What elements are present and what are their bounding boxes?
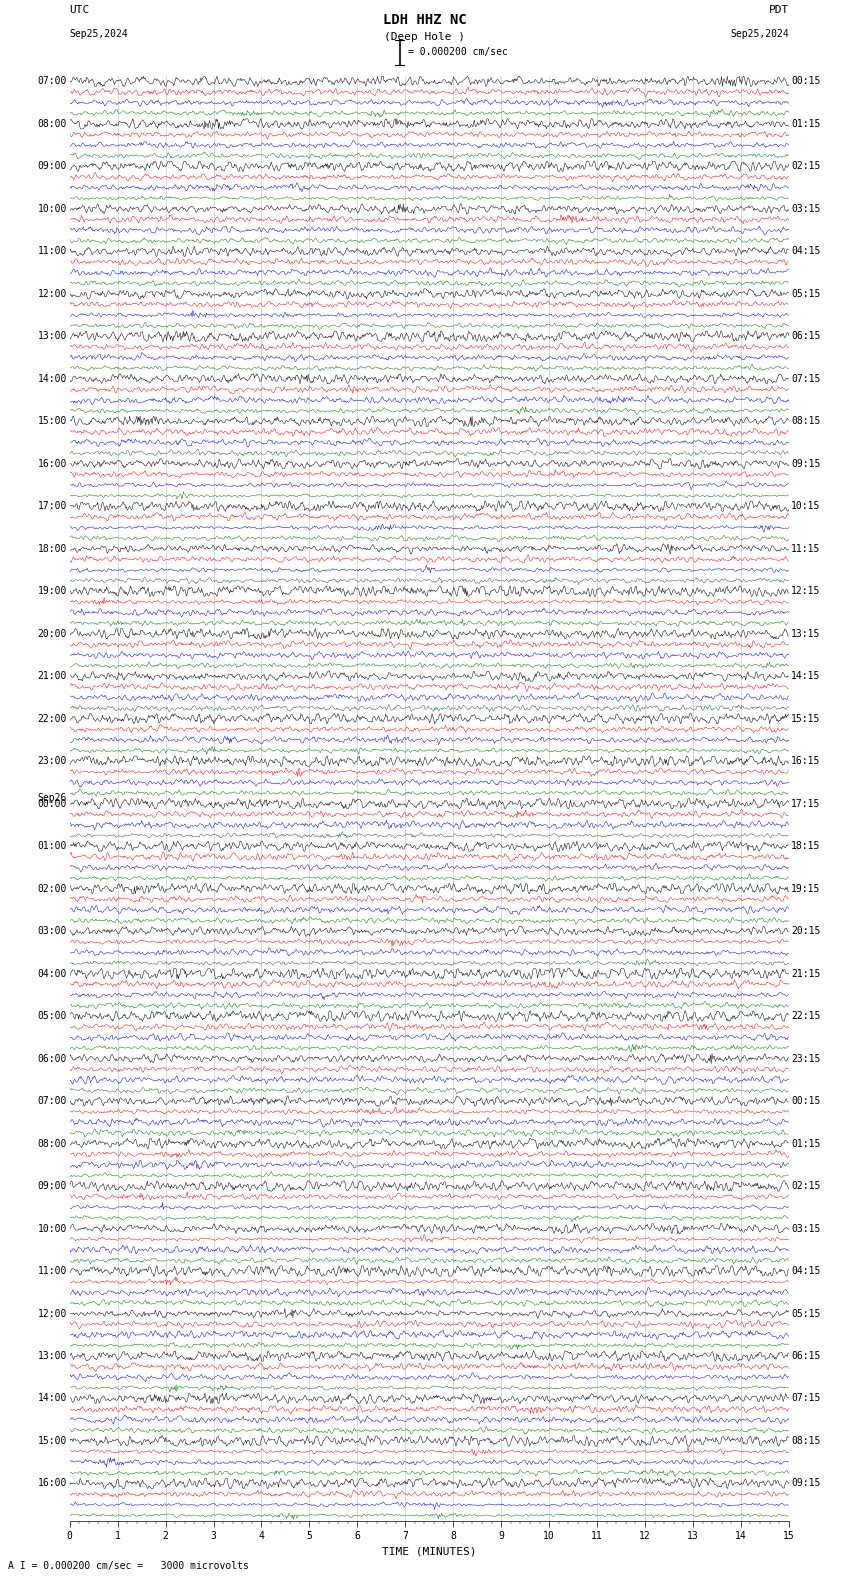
Text: 03:15: 03:15 xyxy=(791,204,821,214)
Text: 13:00: 13:00 xyxy=(37,1351,67,1361)
Text: 23:00: 23:00 xyxy=(37,756,67,767)
Text: 10:00: 10:00 xyxy=(37,204,67,214)
Text: = 0.000200 cm/sec: = 0.000200 cm/sec xyxy=(408,48,507,57)
Text: 05:00: 05:00 xyxy=(37,1011,67,1022)
Text: 07:00: 07:00 xyxy=(37,1096,67,1106)
Text: 00:00: 00:00 xyxy=(37,798,67,809)
Text: 03:15: 03:15 xyxy=(791,1223,821,1234)
Text: 12:15: 12:15 xyxy=(791,586,821,596)
Text: 00:15: 00:15 xyxy=(791,1096,821,1106)
Text: 08:15: 08:15 xyxy=(791,1437,821,1446)
Text: 16:00: 16:00 xyxy=(37,1478,67,1489)
Text: 08:00: 08:00 xyxy=(37,1139,67,1148)
Text: 21:15: 21:15 xyxy=(791,968,821,979)
Text: 15:00: 15:00 xyxy=(37,417,67,426)
Text: 04:15: 04:15 xyxy=(791,1266,821,1277)
Text: 01:15: 01:15 xyxy=(791,119,821,128)
Text: 17:00: 17:00 xyxy=(37,501,67,512)
Text: A I = 0.000200 cm/sec =   3000 microvolts: A I = 0.000200 cm/sec = 3000 microvolts xyxy=(8,1562,249,1571)
Text: Sep25,2024: Sep25,2024 xyxy=(730,29,789,38)
Text: 08:00: 08:00 xyxy=(37,119,67,128)
Text: 19:00: 19:00 xyxy=(37,586,67,596)
Text: 02:15: 02:15 xyxy=(791,1182,821,1191)
Text: 09:00: 09:00 xyxy=(37,162,67,171)
Text: 18:15: 18:15 xyxy=(791,841,821,851)
Text: 11:00: 11:00 xyxy=(37,1266,67,1277)
Text: 12:00: 12:00 xyxy=(37,1308,67,1318)
Text: 05:15: 05:15 xyxy=(791,1308,821,1318)
Text: 09:15: 09:15 xyxy=(791,1478,821,1489)
Text: 09:15: 09:15 xyxy=(791,459,821,469)
Text: PDT: PDT xyxy=(768,5,789,14)
Text: 06:15: 06:15 xyxy=(791,331,821,341)
Text: 07:00: 07:00 xyxy=(37,76,67,87)
Text: 14:00: 14:00 xyxy=(37,1394,67,1403)
Text: 21:00: 21:00 xyxy=(37,672,67,681)
Text: Sep26: Sep26 xyxy=(37,794,67,803)
Text: 06:00: 06:00 xyxy=(37,1053,67,1063)
Text: 01:00: 01:00 xyxy=(37,841,67,851)
Text: 13:15: 13:15 xyxy=(791,629,821,638)
Text: Sep25,2024: Sep25,2024 xyxy=(70,29,128,38)
Text: 12:00: 12:00 xyxy=(37,288,67,299)
Text: 09:00: 09:00 xyxy=(37,1182,67,1191)
Text: 22:15: 22:15 xyxy=(791,1011,821,1022)
Text: 10:15: 10:15 xyxy=(791,501,821,512)
Text: 03:00: 03:00 xyxy=(37,927,67,936)
Text: 16:15: 16:15 xyxy=(791,756,821,767)
Text: 17:15: 17:15 xyxy=(791,798,821,809)
Text: 14:00: 14:00 xyxy=(37,374,67,383)
Text: 04:00: 04:00 xyxy=(37,968,67,979)
Text: 04:15: 04:15 xyxy=(791,246,821,257)
Text: 15:15: 15:15 xyxy=(791,714,821,724)
Text: 13:00: 13:00 xyxy=(37,331,67,341)
Text: 06:15: 06:15 xyxy=(791,1351,821,1361)
Text: 11:15: 11:15 xyxy=(791,543,821,554)
Text: 05:15: 05:15 xyxy=(791,288,821,299)
Text: 19:15: 19:15 xyxy=(791,884,821,893)
Text: UTC: UTC xyxy=(70,5,90,14)
Text: 15:00: 15:00 xyxy=(37,1437,67,1446)
X-axis label: TIME (MINUTES): TIME (MINUTES) xyxy=(382,1546,477,1557)
Text: 18:00: 18:00 xyxy=(37,543,67,554)
Text: 01:15: 01:15 xyxy=(791,1139,821,1148)
Text: 02:00: 02:00 xyxy=(37,884,67,893)
Text: LDH HHZ NC: LDH HHZ NC xyxy=(383,13,467,27)
Text: 11:00: 11:00 xyxy=(37,246,67,257)
Text: 08:15: 08:15 xyxy=(791,417,821,426)
Text: 23:15: 23:15 xyxy=(791,1053,821,1063)
Text: 07:15: 07:15 xyxy=(791,1394,821,1403)
Text: 20:15: 20:15 xyxy=(791,927,821,936)
Text: 00:15: 00:15 xyxy=(791,76,821,87)
Text: 16:00: 16:00 xyxy=(37,459,67,469)
Text: 07:15: 07:15 xyxy=(791,374,821,383)
Text: 10:00: 10:00 xyxy=(37,1223,67,1234)
Text: 20:00: 20:00 xyxy=(37,629,67,638)
Text: (Deep Hole ): (Deep Hole ) xyxy=(384,32,466,41)
Text: 22:00: 22:00 xyxy=(37,714,67,724)
Text: 02:15: 02:15 xyxy=(791,162,821,171)
Text: 14:15: 14:15 xyxy=(791,672,821,681)
